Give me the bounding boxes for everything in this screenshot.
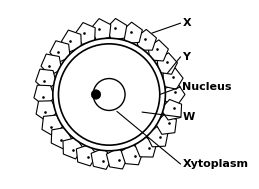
Polygon shape — [91, 19, 111, 40]
Polygon shape — [91, 148, 112, 169]
Polygon shape — [161, 99, 182, 120]
Polygon shape — [41, 54, 62, 76]
Polygon shape — [34, 85, 55, 106]
Text: Nucleus: Nucleus — [182, 82, 232, 92]
Polygon shape — [51, 128, 71, 149]
Circle shape — [93, 79, 125, 110]
Polygon shape — [136, 29, 156, 50]
Circle shape — [53, 38, 166, 151]
Polygon shape — [61, 30, 81, 52]
Polygon shape — [50, 41, 70, 63]
Polygon shape — [36, 101, 57, 122]
Polygon shape — [106, 19, 127, 40]
Polygon shape — [75, 22, 95, 44]
Text: Xytoplasm: Xytoplasm — [182, 159, 248, 169]
Polygon shape — [106, 148, 128, 169]
Polygon shape — [76, 145, 97, 166]
Polygon shape — [148, 40, 168, 61]
Polygon shape — [155, 114, 176, 134]
Polygon shape — [165, 84, 185, 105]
Text: Y: Y — [182, 52, 190, 62]
Polygon shape — [122, 22, 142, 43]
Polygon shape — [36, 69, 56, 90]
Polygon shape — [146, 127, 168, 147]
Polygon shape — [121, 144, 143, 165]
Polygon shape — [157, 53, 177, 74]
Polygon shape — [135, 137, 156, 157]
Text: X: X — [182, 18, 191, 28]
Circle shape — [59, 44, 160, 145]
Circle shape — [91, 90, 101, 99]
Polygon shape — [163, 68, 183, 89]
Polygon shape — [63, 138, 83, 159]
Text: W: W — [182, 112, 195, 122]
Polygon shape — [42, 115, 62, 136]
